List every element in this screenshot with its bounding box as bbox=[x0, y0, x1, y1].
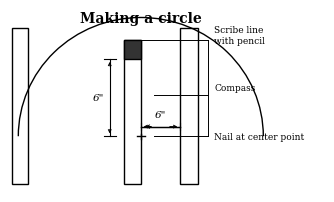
Text: Compass: Compass bbox=[214, 83, 256, 92]
Bar bbox=[12, 29, 28, 185]
Text: Nail at center point: Nail at center point bbox=[214, 132, 305, 141]
Text: 6": 6" bbox=[155, 110, 166, 119]
Text: Scribe line
with pencil: Scribe line with pencil bbox=[214, 26, 265, 45]
Bar bbox=[125, 41, 141, 185]
Bar bbox=[125, 41, 141, 60]
Bar bbox=[180, 29, 198, 185]
Text: 6": 6" bbox=[93, 94, 104, 103]
Text: Making a circle: Making a circle bbox=[80, 12, 202, 26]
